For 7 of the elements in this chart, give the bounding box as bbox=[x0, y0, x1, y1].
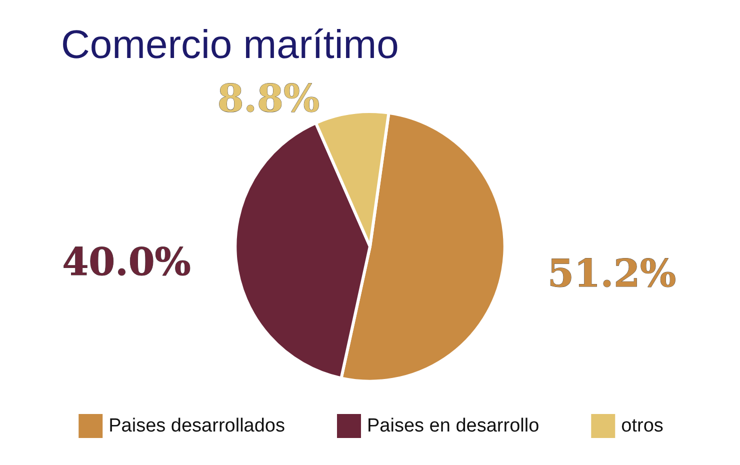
data-label: 51.2% bbox=[548, 250, 676, 296]
legend-label: otros bbox=[621, 416, 664, 436]
legend-label: Paises en desarrollo bbox=[366, 416, 540, 436]
data-label: 40.0% bbox=[62, 238, 191, 284]
chart-title: Comercio marítimo bbox=[61, 23, 399, 67]
data-label: 8.8% bbox=[217, 76, 320, 120]
legend-label: Paises desarrollados bbox=[108, 416, 285, 436]
